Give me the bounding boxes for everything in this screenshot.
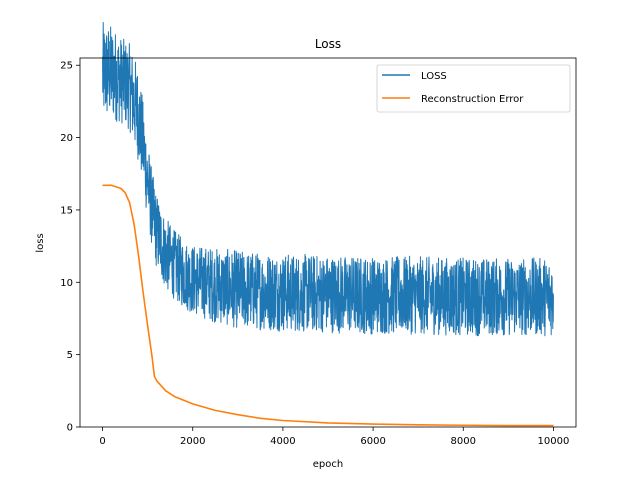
x-tick-label: 2000: [180, 436, 205, 447]
plot-area: [79, 21, 577, 428]
y-tick-label: 5: [67, 350, 73, 361]
x-axis-label: epoch: [313, 459, 343, 470]
y-tick-label: 15: [60, 205, 73, 216]
y-tick-label: 20: [60, 133, 73, 144]
x-tick-label: 0: [99, 436, 105, 447]
x-tick-label: 4000: [270, 436, 295, 447]
legend: LOSS Reconstruction Error: [376, 64, 571, 113]
x-tick-label: 8000: [451, 436, 476, 447]
legend-box: [376, 64, 571, 113]
legend-label-reconstruction-error: Reconstruction Error: [421, 94, 524, 105]
series-line-reconstruction-error: [102, 184, 554, 427]
x-axis: 0 2000 4000 6000 8000 10000: [99, 427, 569, 447]
series-layer: [102, 21, 554, 427]
chart-title: Loss: [315, 37, 341, 51]
y-axis-label: loss: [35, 233, 46, 252]
y-axis: 0 5 10 15 20 25: [60, 61, 80, 434]
axes-frame: [79, 57, 577, 428]
series-line-loss: [102, 21, 554, 337]
x-tick-label: 6000: [360, 436, 385, 447]
y-tick-label: 10: [60, 278, 73, 289]
legend-label-loss: LOSS: [421, 71, 447, 82]
x-tick-label: 10000: [538, 436, 570, 447]
y-tick-label: 25: [60, 61, 73, 72]
y-tick-label: 0: [67, 423, 73, 434]
